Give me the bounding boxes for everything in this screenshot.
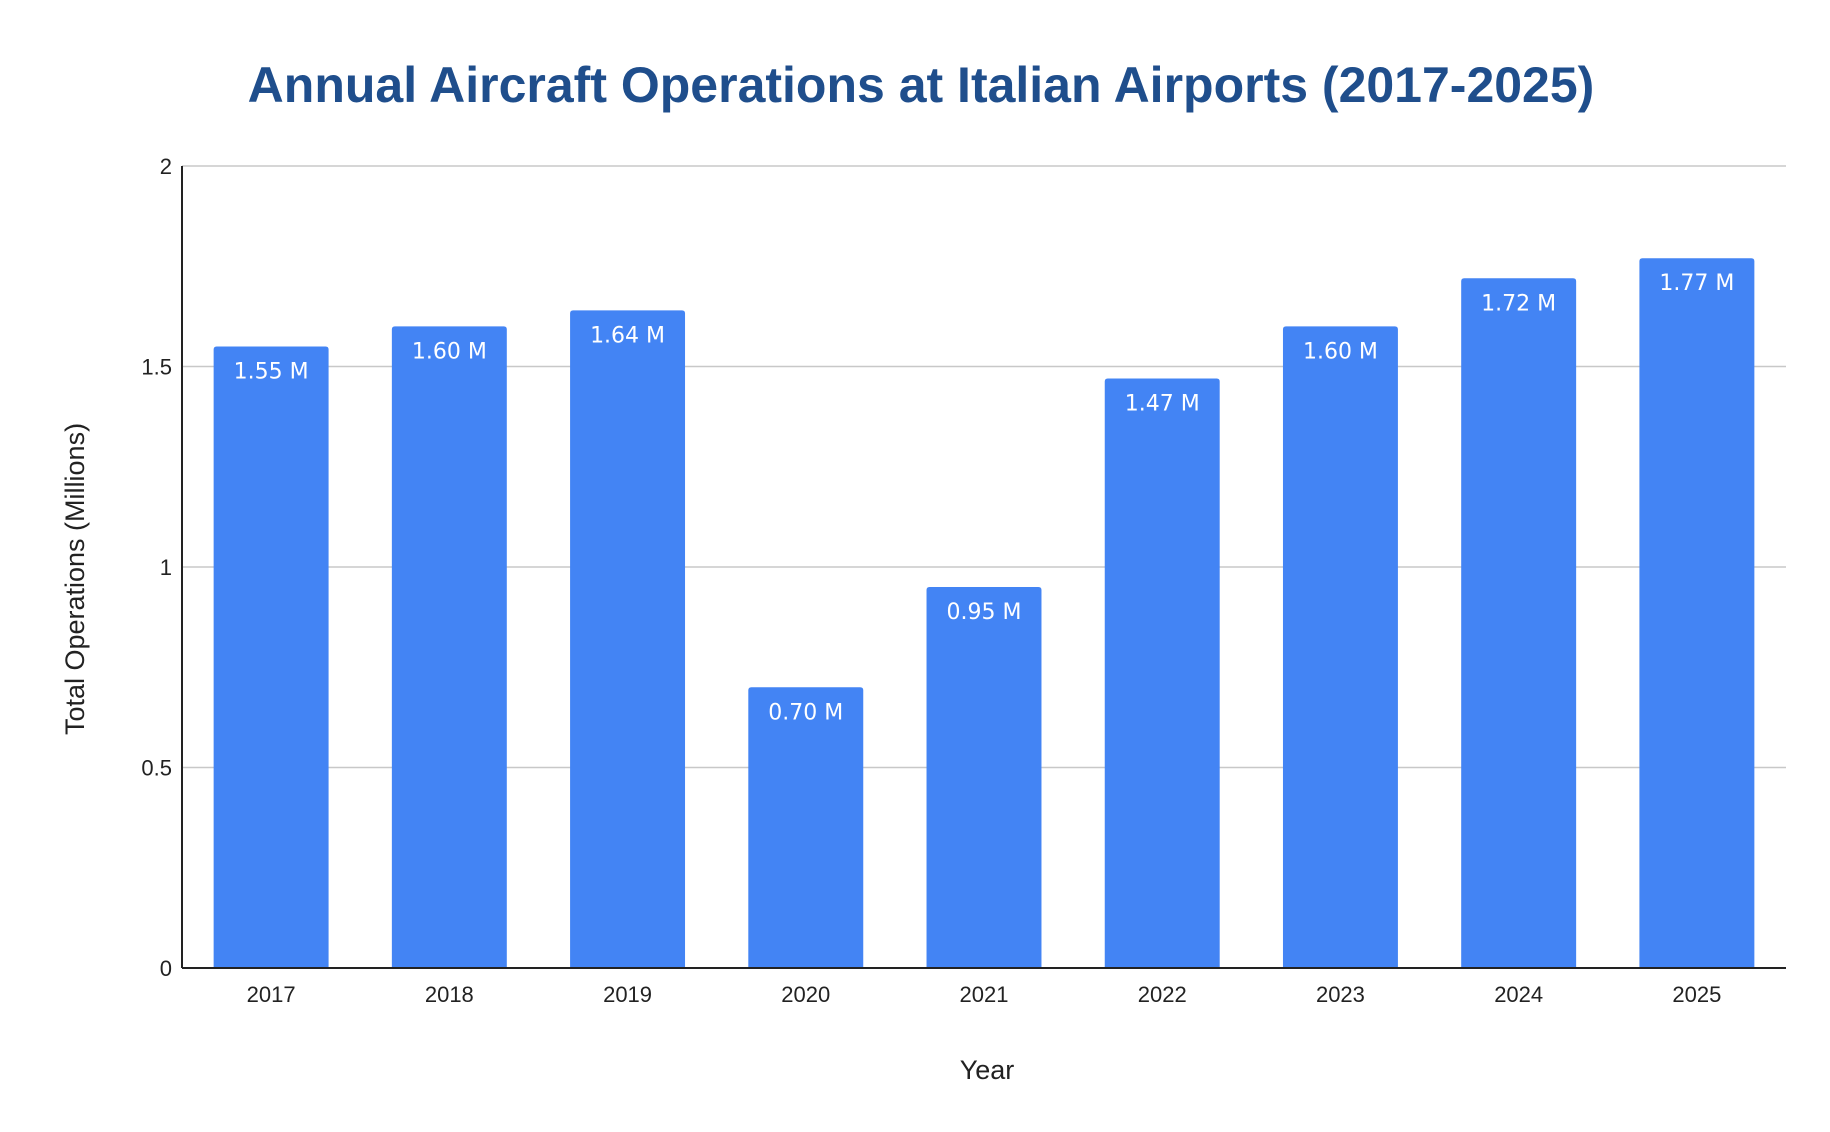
y-tick-label: 0.5 bbox=[141, 756, 172, 781]
y-tick-label: 0 bbox=[160, 956, 172, 981]
bar-2022 bbox=[1104, 378, 1220, 968]
bars: 1.55 M 1.60 M 1.64 M 0.70 M 0.95 M 1.47 M 1.60… bbox=[213, 258, 1755, 969]
bar-2024 bbox=[1461, 278, 1577, 968]
x-axis-ticks: 2017 2018 2019 2020 2021 2022 2023 2024 2025 bbox=[247, 982, 1722, 1007]
y-tick-label: 1.5 bbox=[141, 355, 172, 380]
data-label: 1.72 M bbox=[1481, 291, 1556, 316]
x-tick-label: 2022 bbox=[1138, 982, 1187, 1007]
data-label: 1.77 M bbox=[1659, 271, 1734, 296]
y-axis-title: Total Operations (Millions) bbox=[60, 423, 90, 735]
x-tick-label: 2023 bbox=[1316, 982, 1365, 1007]
bar-2020 bbox=[748, 687, 864, 968]
x-tick-label: 2019 bbox=[603, 982, 652, 1007]
data-label: 1.60 M bbox=[1303, 339, 1378, 364]
bar-2023 bbox=[1282, 326, 1398, 968]
data-label: 1.64 M bbox=[590, 323, 665, 348]
bar-2025 bbox=[1639, 258, 1755, 969]
data-label: 1.47 M bbox=[1125, 392, 1200, 417]
x-tick-label: 2017 bbox=[247, 982, 296, 1007]
data-label: 0.70 M bbox=[768, 700, 843, 725]
y-tick-label: 1 bbox=[160, 555, 172, 580]
bar-2021 bbox=[926, 587, 1042, 968]
bar-2017 bbox=[213, 346, 329, 968]
chart-title: Annual Aircraft Operations at Italian Ai… bbox=[248, 57, 1595, 113]
y-tick-label: 2 bbox=[160, 154, 172, 179]
x-tick-label: 2021 bbox=[960, 982, 1009, 1007]
data-label: 1.55 M bbox=[234, 359, 309, 384]
x-tick-label: 2018 bbox=[425, 982, 474, 1007]
bar-2018 bbox=[391, 326, 507, 968]
data-label: 0.95 M bbox=[947, 600, 1022, 625]
x-axis-title: Year bbox=[960, 1055, 1015, 1085]
x-tick-label: 2024 bbox=[1494, 982, 1543, 1007]
x-tick-label: 2025 bbox=[1672, 982, 1721, 1007]
data-label: 1.60 M bbox=[412, 339, 487, 364]
x-tick-label: 2020 bbox=[781, 982, 830, 1007]
bar-2019 bbox=[570, 310, 686, 968]
y-axis-ticks: 0 0.5 1 1.5 2 bbox=[141, 154, 172, 981]
